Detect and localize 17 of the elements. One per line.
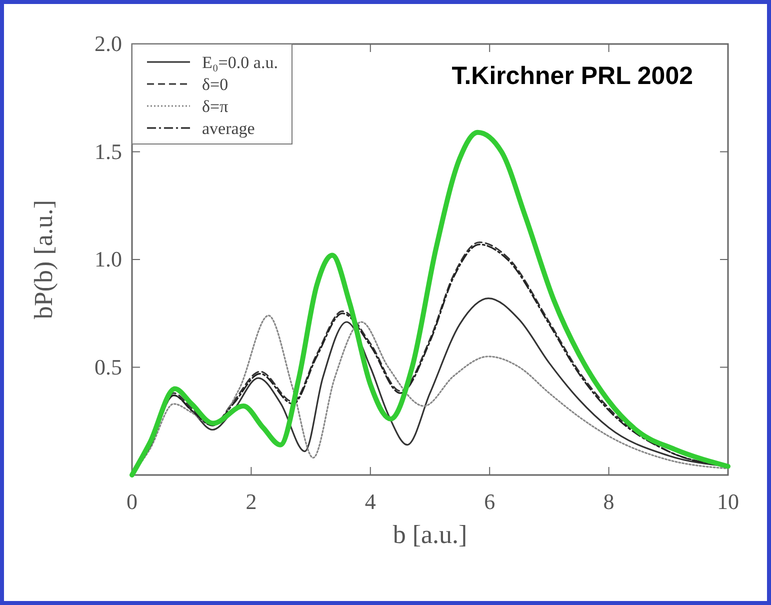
x-tick-label: 8 [603,489,614,514]
x-tick-label: 0 [126,489,138,514]
annotation: T.Kirchner PRL 2002 [452,62,693,90]
x-axis-title: b [a.u.] [392,520,468,549]
legend-label: E₀=0.0 a.u. [202,53,278,72]
x-tick-label: 10 [717,489,739,514]
x-tick-label: 2 [246,489,257,514]
y-tick-label: 2.0 [94,31,122,56]
y-axis-title: bP(b) [a.u.] [29,200,58,320]
x-tick-label: 6 [484,489,496,514]
legend-label: δ=0 [202,75,228,94]
y-tick-label: 0.5 [94,354,122,380]
legend-label: δ=π [202,97,229,116]
y-tick-label: 1.0 [94,246,122,272]
y-tick-label: 1.5 [94,138,122,164]
x-tick-label: 4 [364,489,376,514]
legend-label: average [202,119,255,138]
